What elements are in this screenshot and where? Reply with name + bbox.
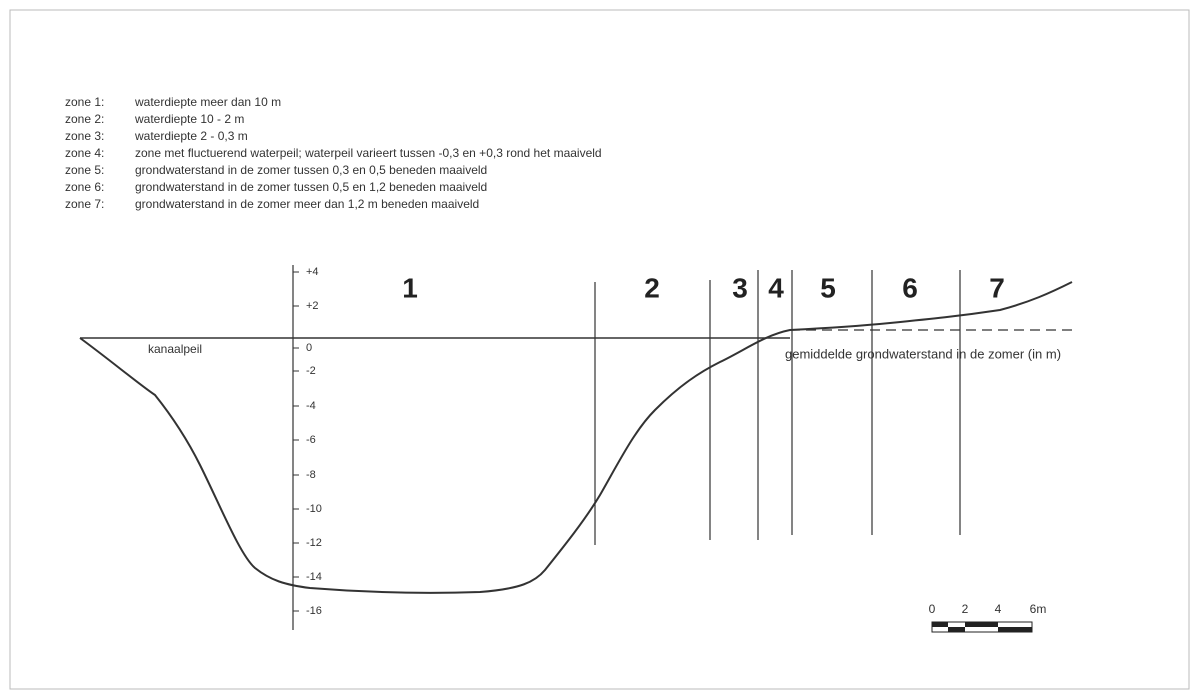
scale-label: 4 xyxy=(995,602,1002,616)
scale-seg xyxy=(932,622,948,627)
groundwater-label: gemiddelde grondwaterstand in de zomer (… xyxy=(785,346,1061,361)
tick-label: -8 xyxy=(306,469,316,481)
legend-zone: zone 2: xyxy=(65,112,104,126)
tick-label: -14 xyxy=(306,571,322,583)
scale-seg xyxy=(948,627,965,632)
tick-label: -2 xyxy=(306,365,316,377)
legend: zone 1: waterdiepte meer dan 10 m zone 2: w… xyxy=(65,95,602,211)
legend-text: grondwaterstand in de zomer meer dan 1,2… xyxy=(135,197,479,211)
scale-seg xyxy=(965,622,998,627)
zone-number: 1 xyxy=(402,272,418,303)
tick-label: -6 xyxy=(306,434,316,446)
legend-zone: zone 5: xyxy=(65,163,104,177)
depth-axis: +4 +2 0 -2 -4 -6 -8 -10 -12 -14 -16 xyxy=(292,265,322,630)
scale-label: 0 xyxy=(929,602,936,616)
legend-zone: zone 7: xyxy=(65,197,104,211)
legend-text: zone met fluctuerend waterpeil; waterpei… xyxy=(135,146,602,160)
tick-label: -16 xyxy=(306,605,322,617)
legend-zone: zone 4: xyxy=(65,146,104,160)
profile xyxy=(79,281,1073,594)
tick-label: -10 xyxy=(306,503,322,515)
zone-number: 7 xyxy=(989,272,1005,303)
scale-label: 2 xyxy=(962,602,969,616)
legend-zone: zone 3: xyxy=(65,129,104,143)
legend-text: grondwaterstand in de zomer tussen 0,3 e… xyxy=(135,163,487,177)
canal-level-label: kanaalpeil xyxy=(148,342,202,356)
legend-text: grondwaterstand in de zomer tussen 0,5 e… xyxy=(135,180,487,194)
legend-text: waterdiepte meer dan 10 m xyxy=(134,95,281,109)
zone-dividers xyxy=(594,270,961,545)
zone-number: 2 xyxy=(644,272,660,303)
zone-number: 3 xyxy=(732,272,748,303)
legend-text: waterdiepte 10 - 2 m xyxy=(134,112,244,126)
tick-label: +4 xyxy=(306,266,319,278)
tick-label: -4 xyxy=(306,400,316,412)
frame xyxy=(9,9,1190,690)
scale-bar xyxy=(931,621,1033,633)
zone-number: 6 xyxy=(902,272,918,303)
tick-label: -12 xyxy=(306,537,322,549)
scale-seg xyxy=(998,627,1032,632)
tick-label: +2 xyxy=(306,300,319,312)
zone-number: 4 xyxy=(768,272,784,303)
scale-label: 6m xyxy=(1030,602,1047,616)
tick-label: 0 xyxy=(306,342,312,354)
legend-zone: zone 1: xyxy=(65,95,104,109)
zone-number: 5 xyxy=(820,272,836,303)
legend-text: waterdiepte 2 - 0,3 m xyxy=(134,129,248,143)
legend-zone: zone 6: xyxy=(65,180,104,194)
scale-labels: 0 2 4 6m xyxy=(929,602,1047,616)
